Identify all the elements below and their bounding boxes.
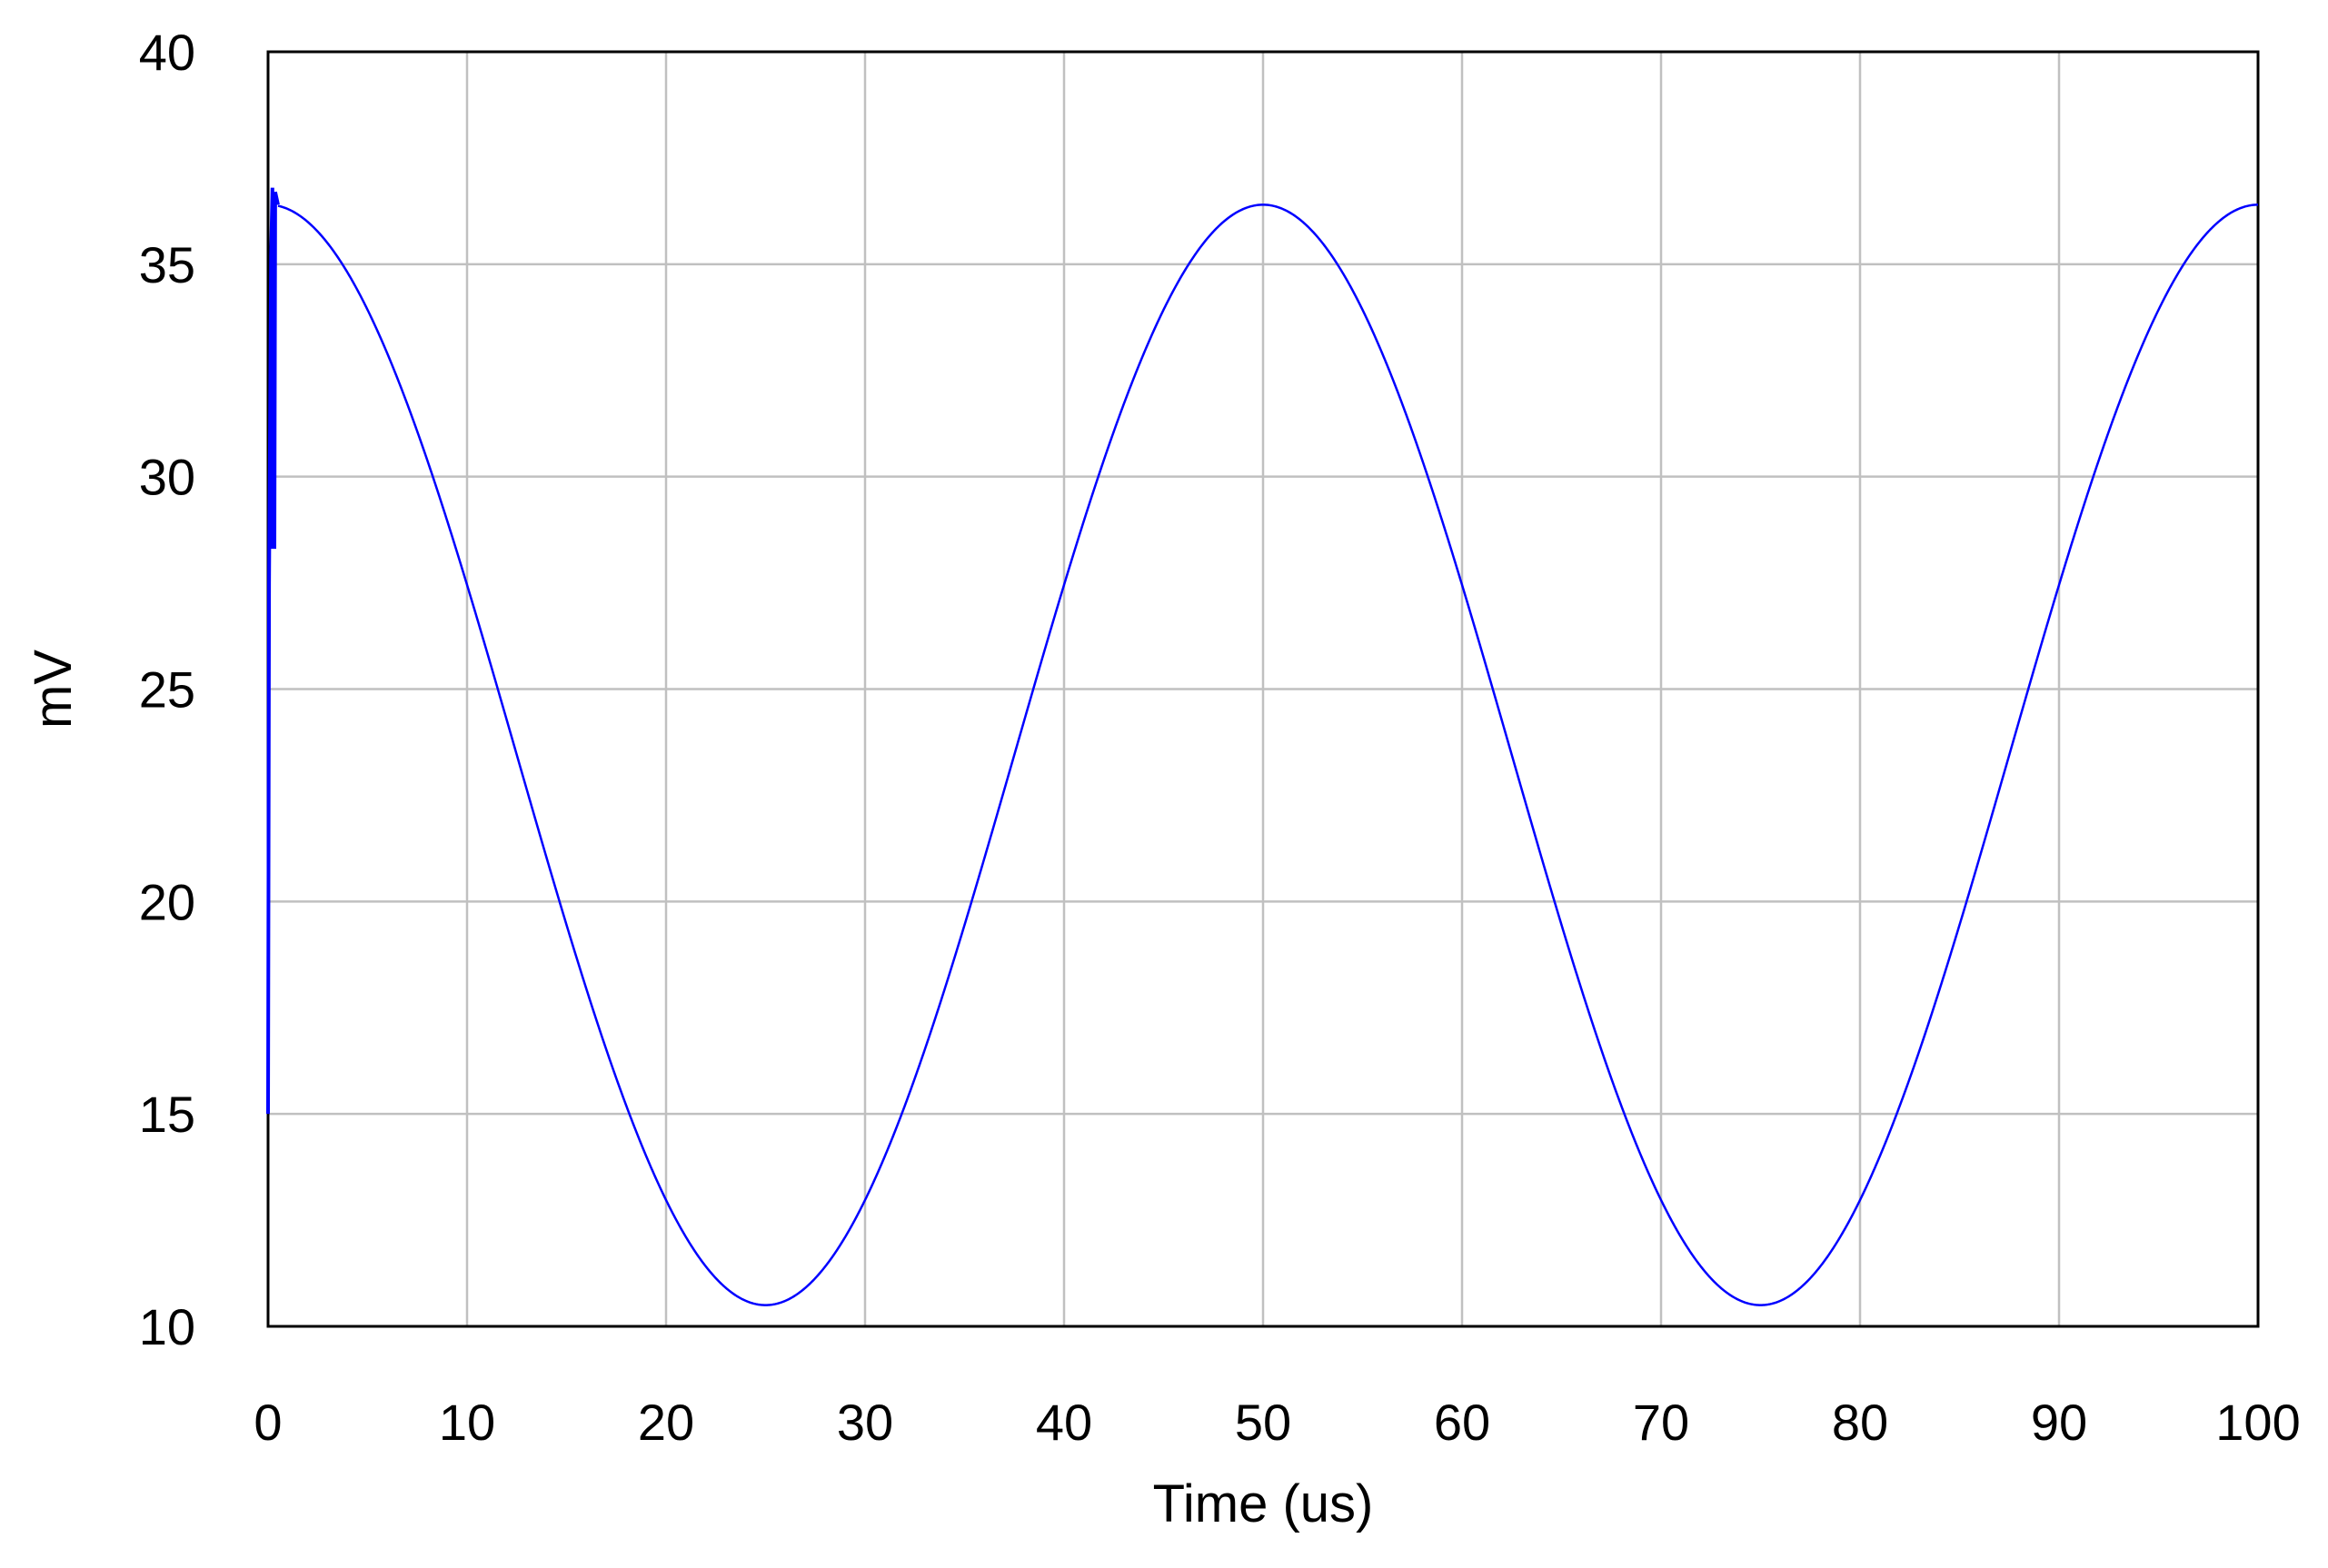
x-tick-label: 100 <box>2215 1394 2300 1451</box>
y-tick-label: 10 <box>139 1298 195 1355</box>
y-tick-label: 40 <box>139 24 195 81</box>
x-tick-label: 90 <box>2031 1394 2087 1451</box>
x-tick-label: 10 <box>439 1394 495 1451</box>
x-tick-label: 0 <box>254 1394 282 1451</box>
y-tick-label: 15 <box>139 1086 195 1143</box>
x-tick-label: 80 <box>1832 1394 1888 1451</box>
grid-lines <box>268 52 2258 1326</box>
x-tick-label: 30 <box>837 1394 893 1451</box>
y-tick-label: 20 <box>139 873 195 930</box>
series-line <box>277 203 2259 1306</box>
x-axis-label: Time (us) <box>1153 1474 1374 1533</box>
x-axis-tick-labels: 0 10 20 30 40 50 60 70 80 90 100 <box>254 1394 2300 1451</box>
y-tick-label: 25 <box>139 661 195 719</box>
y-tick-label: 35 <box>139 236 195 293</box>
y-tick-label: 30 <box>139 449 195 506</box>
x-tick-label: 20 <box>638 1394 694 1451</box>
series-initial-transient <box>266 187 280 1115</box>
x-tick-label: 70 <box>1633 1394 1689 1451</box>
x-tick-label: 50 <box>1235 1394 1291 1451</box>
y-axis-label: mV <box>24 650 83 729</box>
x-tick-label: 60 <box>1434 1394 1490 1451</box>
x-tick-label: 40 <box>1036 1394 1092 1451</box>
y-axis-tick-labels: 10 15 20 25 30 35 40 <box>139 24 195 1355</box>
